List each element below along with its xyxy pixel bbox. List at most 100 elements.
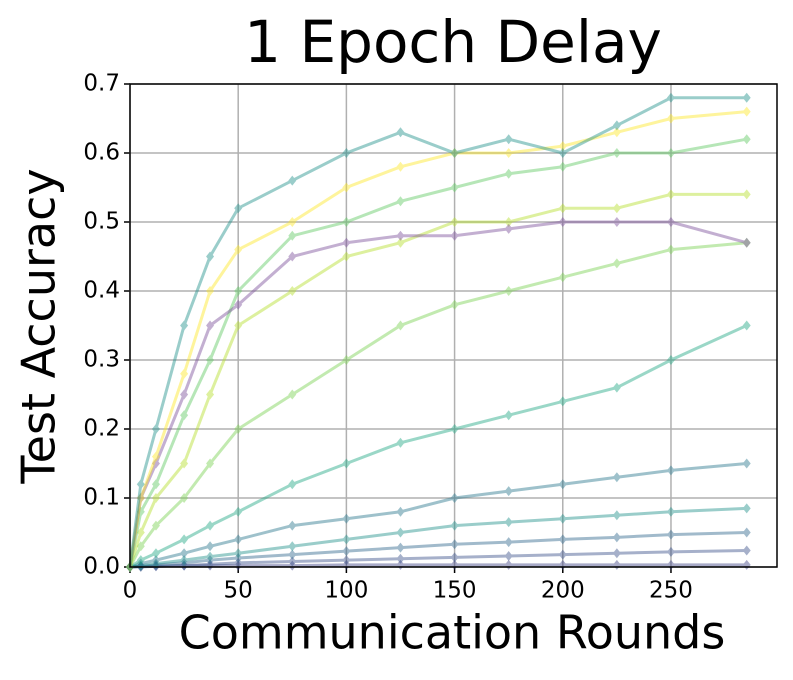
marker: [612, 472, 621, 483]
marker: [342, 148, 351, 158]
marker: [558, 203, 567, 214]
marker: [342, 182, 351, 193]
marker: [558, 396, 567, 407]
marker: [666, 148, 675, 158]
marker: [558, 513, 567, 524]
marker: [450, 520, 459, 531]
line: [128, 192, 747, 568]
marker: [180, 560, 189, 571]
marker: [396, 527, 405, 538]
marker: [206, 355, 215, 365]
line: [129, 462, 747, 569]
series: [126, 189, 751, 572]
marker: [151, 555, 160, 566]
marker: [612, 203, 621, 214]
marker: [450, 539, 459, 550]
marker: [234, 203, 243, 214]
marker: [742, 237, 751, 248]
marker: [666, 546, 675, 557]
marker: [612, 217, 621, 227]
marker: [504, 286, 513, 296]
marker: [288, 251, 297, 262]
marker: [742, 237, 751, 248]
line: [128, 110, 747, 568]
marker: [206, 286, 215, 296]
marker: [136, 527, 145, 538]
marker: [558, 148, 567, 158]
marker: [612, 127, 621, 138]
marker: [342, 534, 351, 545]
marker: [342, 555, 351, 566]
marker: [558, 161, 567, 172]
marker: [450, 424, 459, 434]
y-tick-label: 0.3: [83, 347, 120, 373]
marker: [180, 548, 189, 559]
marker: [288, 389, 297, 400]
chart-title: 1 Epoch Delay: [244, 8, 662, 76]
marker: [666, 355, 675, 365]
x-axis-label: Communication Rounds: [179, 606, 726, 660]
marker: [504, 486, 513, 497]
marker: [666, 189, 675, 200]
marker: [288, 549, 297, 560]
series: [126, 503, 751, 572]
marker: [396, 127, 405, 138]
marker: [342, 355, 351, 365]
x-tick-label: 250: [649, 578, 693, 604]
marker: [666, 529, 675, 540]
series: [126, 458, 751, 572]
series: [126, 559, 751, 572]
marker: [612, 559, 621, 570]
marker: [234, 424, 243, 434]
marker: [136, 493, 145, 503]
marker: [136, 493, 145, 503]
marker: [206, 251, 215, 262]
marker: [180, 410, 189, 421]
marker: [180, 534, 189, 545]
marker: [396, 230, 405, 241]
line: [129, 324, 748, 569]
marker: [742, 106, 751, 117]
marker: [450, 217, 459, 227]
marker: [180, 557, 189, 568]
marker: [288, 560, 297, 571]
marker: [558, 141, 567, 152]
marker: [342, 546, 351, 557]
marker: [234, 548, 243, 559]
marker: [180, 493, 189, 503]
marker: [288, 520, 297, 531]
marker: [612, 510, 621, 521]
marker: [151, 458, 160, 469]
x-tick-label: 200: [541, 578, 585, 604]
marker: [206, 320, 215, 331]
marker: [558, 479, 567, 490]
marker: [396, 161, 405, 172]
marker: [742, 527, 751, 538]
marker: [288, 286, 297, 296]
marker: [342, 237, 351, 248]
marker: [288, 217, 297, 227]
marker: [234, 320, 243, 331]
marker: [342, 513, 351, 524]
marker: [612, 548, 621, 559]
x-tick-label: 50: [224, 578, 253, 604]
marker: [136, 558, 145, 569]
marker: [288, 175, 297, 186]
marker: [342, 458, 351, 469]
marker: [234, 286, 243, 296]
line: [128, 220, 748, 568]
marker: [558, 534, 567, 545]
marker: [396, 320, 405, 331]
line: [128, 137, 747, 568]
marker: [396, 506, 405, 517]
y-tick-label: 0.1: [83, 485, 120, 511]
marker: [288, 541, 297, 552]
line: [128, 241, 747, 568]
y-tick-label: 0.6: [83, 140, 120, 166]
x-tick-label: 100: [324, 578, 368, 604]
marker: [558, 549, 567, 560]
plot-frame: [129, 83, 778, 568]
y-axis-label: Test Accuracy: [12, 168, 66, 484]
marker: [206, 389, 215, 400]
marker: [742, 92, 751, 103]
